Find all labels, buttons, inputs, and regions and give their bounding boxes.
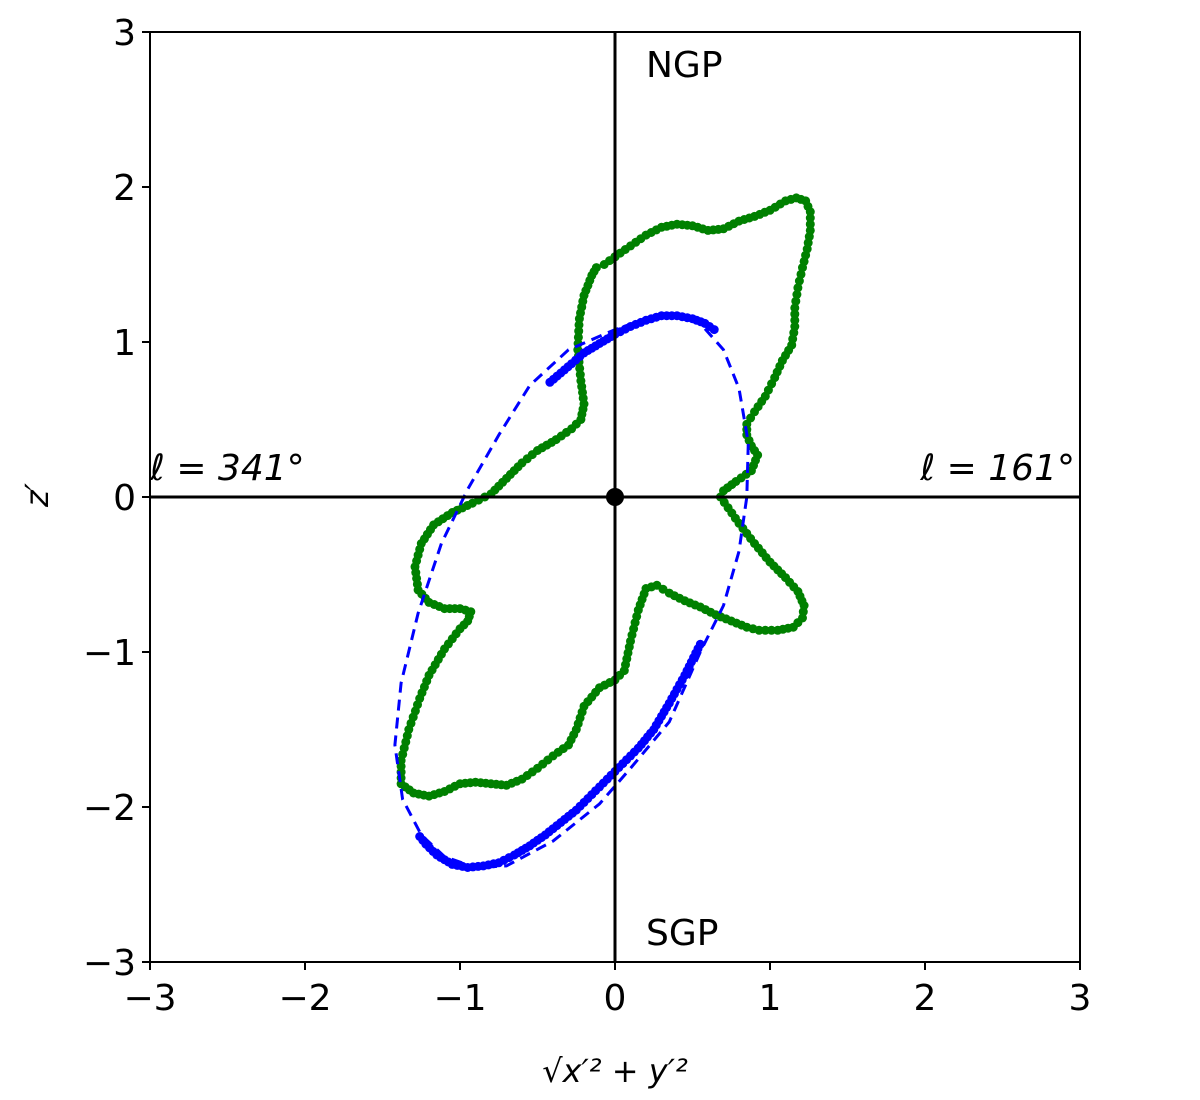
y-tick-label: −2 — [83, 788, 136, 829]
series-1-dashed-curve — [393, 314, 750, 870]
x-tick-label: −2 — [278, 978, 331, 1019]
y-tick-label: −1 — [83, 633, 136, 674]
series-0-point — [805, 207, 815, 217]
annotation-left-longitude: ℓ = 341° — [149, 448, 305, 489]
y-tick-label: 1 — [113, 323, 136, 364]
series-3-point — [415, 832, 425, 841]
y-tick-label: 0 — [113, 478, 136, 519]
x-tick-label: −1 — [433, 978, 486, 1019]
series-0-point — [767, 625, 776, 635]
series-0-point — [805, 219, 815, 229]
x-axis-label: √x′² + y′² — [542, 1052, 688, 1090]
annotation-ngp: NGP — [646, 45, 723, 86]
x-tick-label: 1 — [759, 978, 782, 1019]
annotation-right-longitude: ℓ = 161° — [919, 448, 1075, 489]
y-tick-label: −3 — [83, 943, 136, 984]
series-2-point — [709, 325, 719, 335]
x-tick-label: 3 — [1069, 978, 1092, 1019]
series-0-point — [793, 283, 803, 293]
x-tick-label: −3 — [123, 978, 176, 1019]
series-0-point — [760, 625, 770, 635]
series-0-point — [798, 263, 807, 273]
y-tick-label: 3 — [113, 13, 136, 54]
x-tick-label: 2 — [914, 978, 937, 1019]
axis-lines — [150, 32, 1080, 962]
series-0-point — [791, 296, 801, 306]
x-tick-label: 0 — [604, 978, 627, 1019]
series-0-point — [773, 625, 783, 635]
series-0-point — [792, 290, 802, 299]
series-0-point — [790, 315, 800, 325]
y-axis-label: z′ — [18, 482, 56, 508]
annotation-sgp: SGP — [646, 913, 718, 954]
chart-marks — [393, 193, 815, 872]
series-0-point — [790, 309, 800, 319]
series-0-point — [790, 303, 800, 313]
ticks: −3 −2 −1 0 1 2 3 −3 −2 −1 0 1 2 3 — [83, 13, 1092, 1019]
y-tick-label: 2 — [113, 168, 136, 209]
series-0-point — [805, 213, 815, 223]
series-0-point — [794, 276, 804, 286]
series-0-point — [591, 263, 601, 273]
